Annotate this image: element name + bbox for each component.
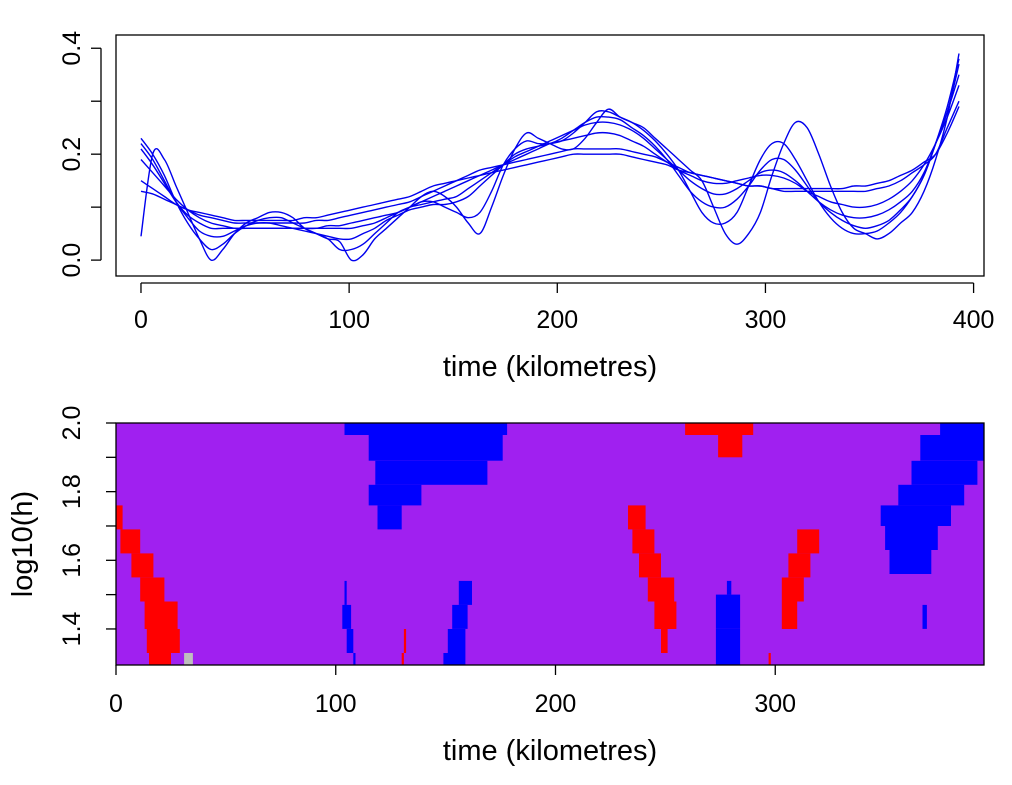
y-axis-title: log10(h) bbox=[7, 491, 39, 597]
heatmap-cell-decrease bbox=[726, 580, 732, 595]
line-series-group bbox=[140, 53, 960, 262]
heatmap-cell-increase bbox=[120, 529, 141, 554]
x-tick-label: 100 bbox=[328, 306, 370, 334]
heatmap-cell-decrease bbox=[898, 484, 965, 506]
heatmap-cell-increase bbox=[654, 601, 677, 629]
series-line-4 bbox=[140, 74, 960, 230]
heatmap-cells bbox=[116, 423, 984, 665]
heatmap-cell-decrease bbox=[368, 484, 422, 506]
heatmap-cell-decrease bbox=[346, 629, 354, 653]
heatmap-cell-increase bbox=[768, 653, 771, 665]
x-tick-label: 400 bbox=[953, 306, 995, 334]
series-line-6 bbox=[140, 100, 960, 224]
y-tick-label: 1.4 bbox=[58, 611, 86, 646]
heatmap-cell-increase bbox=[401, 653, 404, 665]
heatmap-cell-increase bbox=[781, 601, 798, 629]
x-axis: 0 100 200 300 400 bbox=[134, 282, 995, 334]
heatmap-frame bbox=[115, 422, 985, 666]
heatmap-cell-decrease bbox=[715, 653, 741, 665]
heatmap-cell-increase bbox=[116, 505, 123, 530]
y-tick-label: 0.2 bbox=[58, 137, 86, 172]
heatmap-cell-increase bbox=[131, 553, 154, 578]
line-chart-panel: 0 100 200 300 400 0.0 0.2 0.4 time (kilometres… bbox=[58, 31, 994, 383]
heatmap-cell-decrease bbox=[922, 604, 927, 629]
x-axis: 0 100 200 300 bbox=[109, 665, 796, 718]
heatmap-cell-decrease bbox=[344, 423, 508, 435]
series-line-1 bbox=[140, 53, 960, 262]
heatmap-cell-increase bbox=[639, 553, 661, 578]
heatmap-cell-decrease bbox=[452, 604, 468, 629]
heatmap-cell-increase bbox=[632, 529, 655, 554]
heatmap-cell-increase bbox=[149, 653, 171, 665]
heatmap-cell-decrease bbox=[880, 505, 951, 526]
heatmap-cell-decrease bbox=[715, 594, 741, 629]
x-tick-label: 200 bbox=[535, 690, 577, 718]
y-tick-label: 1.8 bbox=[58, 474, 86, 509]
heatmap-cell-missing bbox=[184, 653, 193, 665]
heatmap-cell-increase bbox=[403, 629, 407, 653]
heatmap-cell-decrease bbox=[940, 423, 984, 435]
y-tick-label: 0.4 bbox=[58, 31, 86, 66]
heatmap-cell-decrease bbox=[885, 526, 938, 550]
heatmap-cell-increase bbox=[797, 529, 820, 554]
heatmap-cell-increase bbox=[788, 553, 811, 578]
series-line-5 bbox=[140, 85, 960, 230]
series-line-7 bbox=[140, 106, 960, 222]
heatmap-cell-increase bbox=[647, 577, 675, 602]
x-tick-label: 0 bbox=[109, 690, 123, 718]
x-axis-title: time (kilometres) bbox=[443, 351, 657, 383]
plot-frame bbox=[115, 34, 985, 277]
y-tick-label: 0.0 bbox=[58, 243, 86, 278]
x-axis-title: time (kilometres) bbox=[443, 735, 657, 767]
heatmap-cell-decrease bbox=[377, 505, 402, 530]
x-tick-label: 100 bbox=[315, 690, 357, 718]
x-tick-label: 300 bbox=[754, 690, 796, 718]
heatmap-cell-increase bbox=[144, 601, 178, 629]
y-axis: 1.4 1.6 1.8 2.0 bbox=[58, 406, 116, 646]
heatmap-cell-decrease bbox=[443, 653, 466, 665]
heatmap-cell-increase bbox=[661, 629, 668, 653]
heatmap-cell-decrease bbox=[715, 629, 741, 653]
y-tick-label: 2.0 bbox=[58, 406, 86, 441]
heatmap-cell-increase bbox=[146, 629, 180, 653]
heatmap-cell-decrease bbox=[344, 580, 347, 605]
heatmap-panel: 0 100 200 300 1.4 1.6 1.8 2.0 time (kilometres… bbox=[7, 406, 985, 767]
heatmap-cell-increase bbox=[718, 435, 743, 458]
x-tick-label: 200 bbox=[536, 306, 578, 334]
heatmap-cell-decrease bbox=[368, 435, 503, 461]
heatmap-background bbox=[116, 423, 984, 665]
heatmap-cell-decrease bbox=[353, 653, 356, 665]
y-tick-label: 1.6 bbox=[58, 543, 86, 578]
heatmap-cell-decrease bbox=[911, 460, 978, 485]
heatmap-cell-decrease bbox=[375, 460, 488, 485]
x-tick-label: 0 bbox=[134, 306, 148, 334]
heatmap-cell-decrease bbox=[458, 580, 472, 605]
heatmap-cell-increase bbox=[628, 505, 646, 530]
heatmap-cell-decrease bbox=[342, 604, 352, 629]
heatmap-cell-decrease bbox=[920, 435, 984, 461]
heatmap-cell-increase bbox=[140, 577, 165, 602]
x-tick-label: 300 bbox=[745, 306, 787, 334]
heatmap-cell-increase bbox=[781, 577, 804, 602]
y-axis: 0.0 0.2 0.4 bbox=[58, 31, 102, 278]
heatmap-cell-increase bbox=[685, 423, 754, 435]
heatmap-cell-decrease bbox=[889, 550, 932, 574]
heatmap-cell-decrease bbox=[447, 629, 466, 653]
